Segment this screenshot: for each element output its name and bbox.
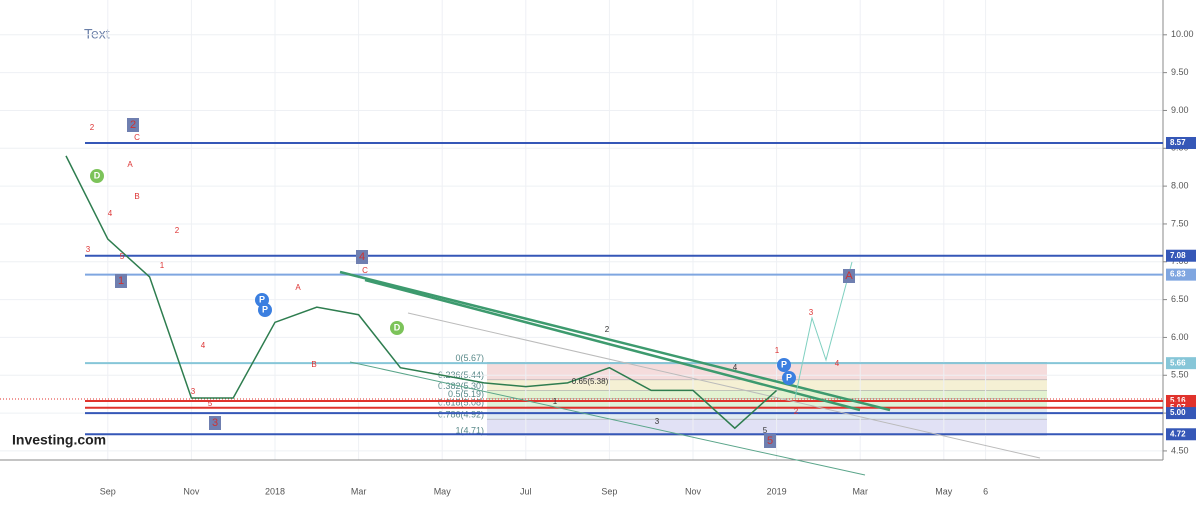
- y-tick-label: 4.50: [1171, 445, 1189, 455]
- level-tag: [1166, 407, 1196, 420]
- wave-label: B: [311, 360, 316, 369]
- chart-title: Text: [84, 26, 110, 42]
- wave-label: A: [127, 160, 133, 169]
- wave-label: 2: [90, 123, 95, 132]
- wave-box: [843, 269, 855, 283]
- level-tag: [1166, 249, 1196, 262]
- x-tick-label: Sep: [601, 486, 617, 496]
- y-tick-label: 6.00: [1171, 332, 1189, 342]
- wave-label: A: [845, 270, 853, 282]
- wave-label: 3: [809, 308, 814, 317]
- level-label: 4.72: [1170, 429, 1186, 438]
- y-tick-label: 5.50: [1171, 370, 1189, 380]
- wave-label: 2: [794, 407, 799, 416]
- wave-label: 3: [86, 245, 91, 254]
- wave-label: 1: [553, 397, 558, 406]
- x-tick-label: May: [935, 486, 953, 496]
- marker-label: P: [781, 359, 787, 369]
- wave-label: 3: [191, 387, 196, 396]
- wave-label: 5: [208, 399, 213, 408]
- y-tick-label: 7.50: [1171, 218, 1189, 228]
- wave-box: [127, 118, 139, 132]
- x-tick-label: Nov: [685, 486, 702, 496]
- wave-label: 1: [118, 275, 124, 287]
- level-label: 5.16: [1170, 396, 1186, 405]
- wave-label: 2: [605, 325, 610, 334]
- fib-label: 0.618(5.08): [438, 397, 484, 407]
- level-label: 5.66: [1170, 358, 1186, 367]
- wave-label: 2: [130, 119, 136, 131]
- y-tick-label: 6.50: [1171, 294, 1189, 304]
- wave-label: 3: [655, 417, 660, 426]
- marker-label: D: [94, 170, 101, 180]
- wave-label: 4: [733, 363, 738, 372]
- marker: [782, 371, 796, 385]
- wave-box: [356, 250, 368, 264]
- x-tick-label: May: [434, 486, 452, 496]
- wave-label: 4: [201, 341, 206, 350]
- wave-label: 4: [108, 209, 113, 218]
- level-label: 6.83: [1170, 270, 1186, 279]
- level-label: 5.00: [1170, 408, 1186, 417]
- level-tag: [1166, 136, 1196, 149]
- marker: [90, 169, 104, 183]
- level-label: 8.57: [1170, 138, 1186, 147]
- marker-label: D: [394, 322, 401, 332]
- fib-label: 0.786(4.92): [438, 410, 484, 420]
- y-tick-label: 10.00: [1171, 29, 1194, 39]
- trend-line: [364, 278, 861, 412]
- trend-line: [407, 312, 1041, 459]
- marker: [390, 321, 404, 335]
- x-tick-label: 2019: [767, 486, 787, 496]
- wave-label: A: [295, 283, 301, 292]
- y-tick-label: 9.50: [1171, 67, 1189, 77]
- x-tick-label: Mar: [852, 486, 868, 496]
- wave-label: C: [134, 133, 140, 142]
- x-tick-label: Mar: [351, 486, 367, 496]
- marker: [258, 303, 272, 317]
- y-tick-label: 8.00: [1171, 180, 1189, 190]
- level-label: 7.08: [1170, 251, 1186, 260]
- trend-line: [339, 270, 891, 412]
- wave-box: [209, 416, 221, 430]
- fib-band: [487, 398, 1047, 408]
- projection: [794, 261, 853, 399]
- level-tag: [1166, 357, 1196, 370]
- wave-label: 3: [212, 417, 218, 429]
- wave-box: [764, 434, 776, 448]
- level-tag: [1166, 268, 1196, 281]
- price-line: [65, 155, 778, 430]
- wave-label: B: [134, 192, 139, 201]
- fib-label: 0.5(5.19): [448, 389, 484, 399]
- marker: [777, 358, 791, 372]
- fib-label: 0(5.67): [455, 353, 484, 363]
- logo: Investing.com: [12, 432, 106, 448]
- wave-label: 5: [767, 435, 773, 447]
- wave-label: 4: [359, 251, 365, 263]
- x-tick-label: 2018: [265, 486, 285, 496]
- wave-label: 1: [160, 261, 165, 270]
- fib-label: 0.382(5.30): [438, 381, 484, 391]
- trend-line: [349, 361, 866, 476]
- wave-label: 1: [775, 346, 780, 355]
- wave-label: 0.65(5.38): [572, 377, 609, 386]
- marker-label: P: [262, 304, 268, 314]
- wave-label: 5: [763, 426, 768, 435]
- wave-box: [115, 274, 127, 288]
- level-tag: [1166, 428, 1196, 441]
- wave-label: 2: [175, 226, 180, 235]
- x-tick-label: Sep: [100, 486, 116, 496]
- fib-band: [487, 390, 1047, 399]
- marker-label: P: [786, 372, 792, 382]
- fib-label: 1(4.71): [455, 425, 484, 435]
- wave-label: 5: [120, 252, 125, 261]
- wave-label: C: [362, 266, 368, 275]
- wave-label: 4: [835, 359, 840, 368]
- marker-label: P: [259, 294, 265, 304]
- x-tick-label: 6: [983, 486, 988, 496]
- x-tick-label: Nov: [183, 486, 200, 496]
- y-tick-label: 9.00: [1171, 105, 1189, 115]
- x-tick-label: Jul: [520, 486, 532, 496]
